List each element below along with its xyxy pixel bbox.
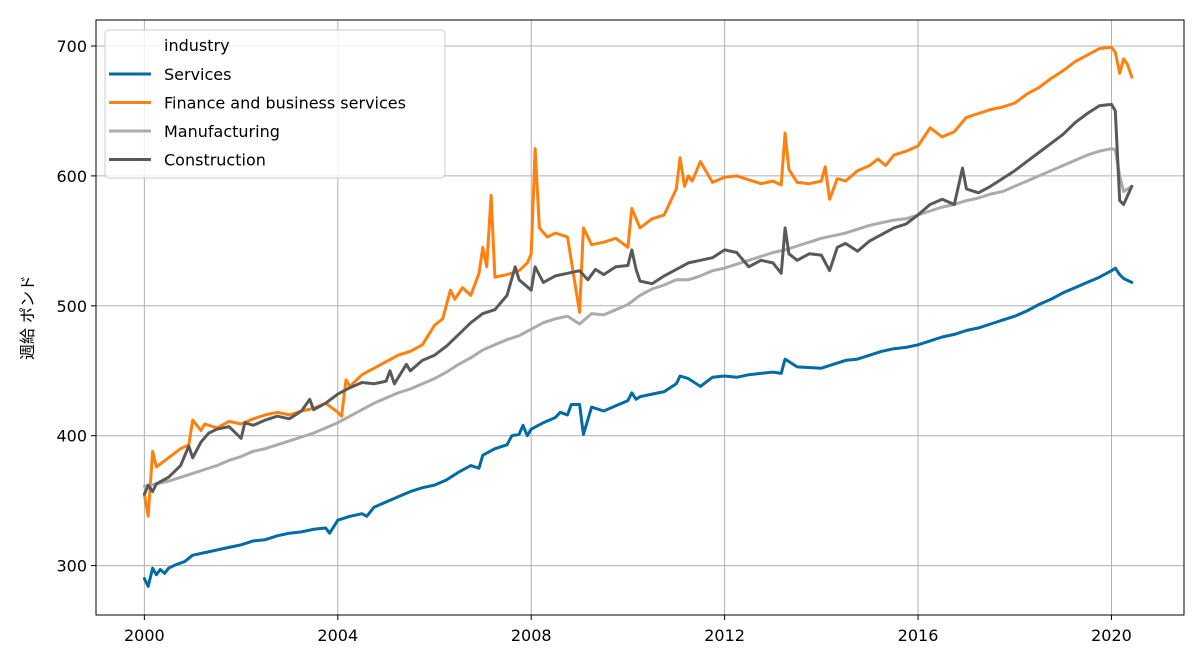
series-line-2 <box>142 147 1134 488</box>
plot-frame <box>95 19 1185 616</box>
y-tick-label: 600 <box>56 167 87 186</box>
series-line-0 <box>142 266 1134 588</box>
legend-label: Services <box>164 65 231 84</box>
series-line-3 <box>142 102 1134 496</box>
legend-box <box>104 29 446 179</box>
legend-entries: Services Finance and business services Man… <box>109 65 406 170</box>
x-axis: 2000 2004 2008 2012 2016 2020 <box>124 615 1132 645</box>
legend-label: Construction <box>164 151 266 170</box>
x-tick-label: 2016 <box>898 626 939 645</box>
y-tick-label: 400 <box>56 427 87 446</box>
legend: industry Services Finance and business se… <box>104 29 446 179</box>
x-tick-label: 2008 <box>511 626 552 645</box>
legend-label: Finance and business services <box>164 94 406 113</box>
x-tick-label: 2000 <box>124 626 165 645</box>
y-tick-label: 500 <box>56 297 87 316</box>
x-tick-label: 2012 <box>704 626 745 645</box>
y-axis-label: 週給 ポンド <box>18 275 37 360</box>
legend-label: Manufacturing <box>164 122 280 141</box>
x-tick-label: 2004 <box>317 626 358 645</box>
y-tick-label: 700 <box>56 37 87 56</box>
y-tick-label: 300 <box>56 557 87 576</box>
y-axis: 300 400 500 600 700 <box>56 37 96 576</box>
series-lines <box>142 45 1134 588</box>
x-tick-label: 2020 <box>1091 626 1132 645</box>
legend-title: industry <box>164 36 230 55</box>
